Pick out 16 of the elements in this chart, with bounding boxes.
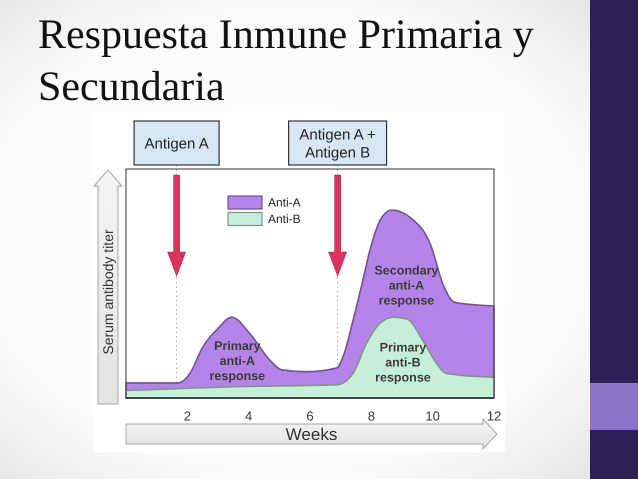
y-axis-title: Serum antibody titer (100, 229, 116, 355)
x-tick-label: 12 (486, 408, 502, 424)
chart-title: Respuesta Inmune Primaria y Secundaria (38, 12, 534, 110)
x-tick-label: 10 (425, 408, 440, 424)
x-tick-label: 8 (368, 408, 375, 424)
x-axis-title: Weeks (286, 424, 338, 444)
ref-line-label: Antigen A + Antigen B (299, 126, 376, 162)
x-tick-label: 6 (306, 408, 314, 424)
legend-label: Anti-A (268, 196, 301, 210)
x-tick-label: 2 (184, 408, 191, 424)
ref-line-label: Antigen A (144, 135, 209, 152)
annotation: Secondary anti-A response (374, 264, 438, 308)
x-tick-label: 4 (245, 408, 252, 424)
annotation: Primary anti-B response (375, 340, 431, 385)
annotation: Primary anti-A response (210, 338, 266, 383)
legend-label: Anti-B (268, 212, 301, 226)
